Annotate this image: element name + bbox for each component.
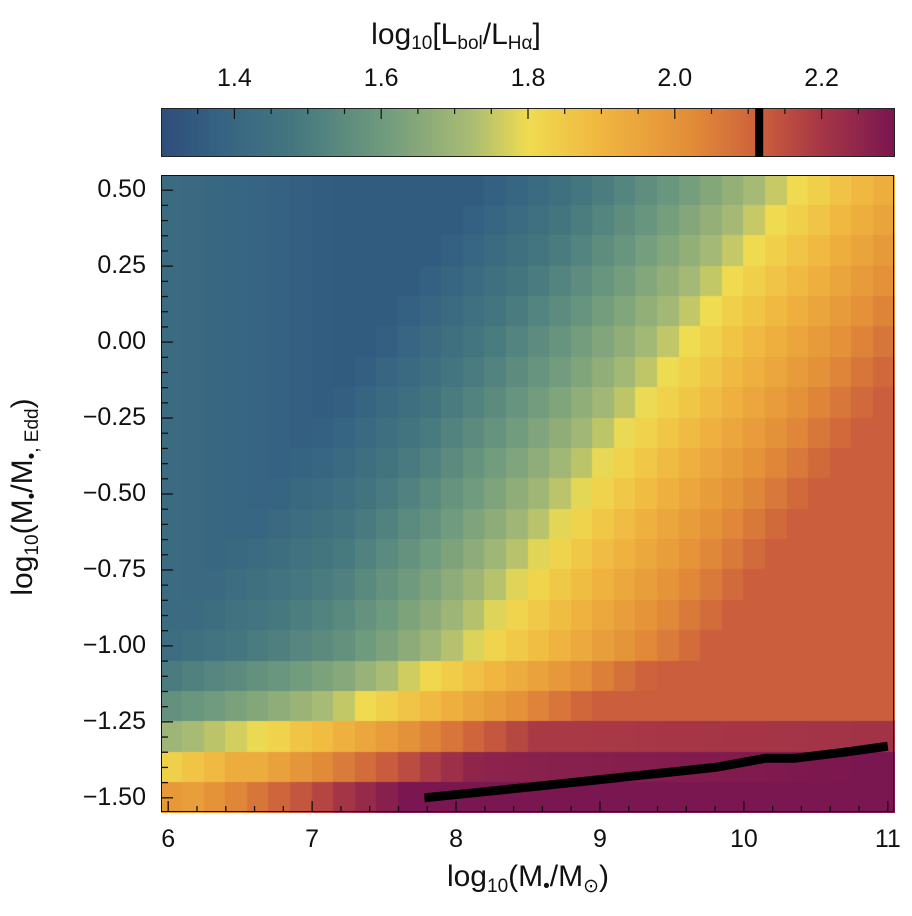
y-tick-label: 0.50 [97, 175, 146, 204]
colorbar-tick-label: 2.0 [657, 64, 693, 92]
y-tick-label: −0.50 [82, 479, 146, 507]
heatmap-plot-area [161, 175, 895, 813]
x-tick-label: 7 [305, 825, 320, 853]
x-axis-label: log10(M•/M⊙) [446, 860, 610, 897]
colorbar-tick-label: 2.2 [804, 64, 839, 92]
y-tick-label: −1.25 [82, 706, 146, 735]
x-tick-label: 9 [593, 825, 607, 853]
y-tick-label: −1.50 [82, 782, 146, 811]
colorbar-tick-label: 1.4 [217, 64, 252, 92]
colorbar-tick-label: 1.6 [363, 64, 399, 92]
colorbar-label: log10[Lbol/LHα] [371, 18, 541, 54]
x-tick-label: 6 [161, 825, 176, 853]
y-tick-label: 0.00 [97, 327, 146, 356]
y-tick-label: 0.25 [97, 251, 146, 280]
y-tick-label: −0.25 [82, 403, 146, 432]
x-tick-label: 8 [449, 825, 463, 853]
colorbar [161, 108, 895, 157]
y-tick-label: −0.75 [82, 554, 146, 583]
colorbar-tick-label: 1.8 [510, 64, 546, 92]
y-tick-label: −1.00 [82, 630, 146, 659]
x-tick-label: 10 [729, 825, 758, 853]
y-axis-label: log10(M•/M•, Edd) [6, 172, 44, 822]
x-tick-label: 11 [874, 825, 901, 853]
